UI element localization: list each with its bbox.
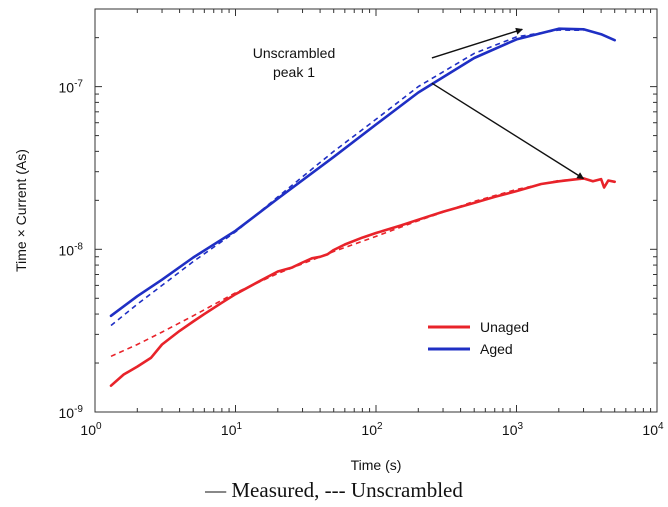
x-tick-label: 102 bbox=[361, 421, 383, 438]
x-axis-label: Time (s) bbox=[351, 457, 402, 473]
series-unaged-unscrambled bbox=[110, 178, 584, 358]
annotation-arrow bbox=[431, 82, 585, 180]
y-tick-label: 10-8 bbox=[59, 241, 84, 258]
x-tick-label: 103 bbox=[502, 421, 524, 438]
chart-caption: — Measured, --- Unscrambled bbox=[205, 478, 463, 502]
series-unaged-measured bbox=[109, 177, 617, 388]
x-tick-label: 101 bbox=[221, 421, 243, 438]
legend-label-unaged: Unaged bbox=[480, 319, 529, 335]
annotation-arrow bbox=[431, 27, 523, 59]
series-aged-unscrambled bbox=[110, 29, 584, 327]
y-tick-label: 10-9 bbox=[59, 404, 84, 421]
annotation-text: Unscrambled peak 1 bbox=[253, 45, 335, 80]
y-tick-label: 10-7 bbox=[59, 79, 84, 96]
plot-frame bbox=[94, 8, 658, 413]
chart: 100 101 102 103 104 10-9 10-8 10-7 Time (s) Time … bbox=[13, 8, 664, 473]
x-tick-label: 104 bbox=[642, 421, 664, 438]
y-axis-label: Time × Current (As) bbox=[13, 149, 29, 272]
series-aged-measured bbox=[109, 27, 617, 318]
x-tick-label: 100 bbox=[80, 421, 102, 438]
legend-label-aged: Aged bbox=[480, 341, 513, 357]
